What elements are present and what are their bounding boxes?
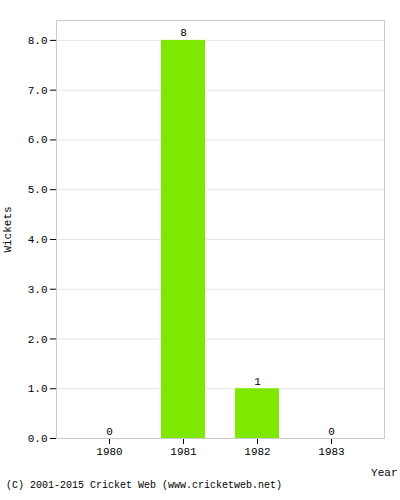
svg-text:0.0: 0.0 [28,433,48,445]
svg-text:5.0: 5.0 [28,184,48,196]
svg-text:2.0: 2.0 [28,333,48,345]
svg-text:1.0: 1.0 [28,383,48,395]
svg-text:0: 0 [328,426,335,438]
svg-text:1983: 1983 [318,446,344,458]
svg-text:7.0: 7.0 [28,85,48,97]
svg-text:8: 8 [180,27,187,39]
svg-text:8.0: 8.0 [28,35,48,47]
svg-text:Wickets: Wickets [2,206,14,252]
svg-text:0: 0 [106,426,113,438]
html-text:(C) 2001-2015 Cricket Web (www: (C) 2001-2015 Cricket Web (www.cricketwe… [6,480,282,491]
svg-text:1: 1 [254,376,261,388]
svg-text:Year: Year [371,467,397,479]
svg-text:1980: 1980 [96,446,122,458]
svg-text:1982: 1982 [244,446,270,458]
svg-text:6.0: 6.0 [28,134,48,146]
svg-text:4.0: 4.0 [28,234,48,246]
svg-text:1981: 1981 [170,446,197,458]
svg-text:3.0: 3.0 [28,284,48,296]
